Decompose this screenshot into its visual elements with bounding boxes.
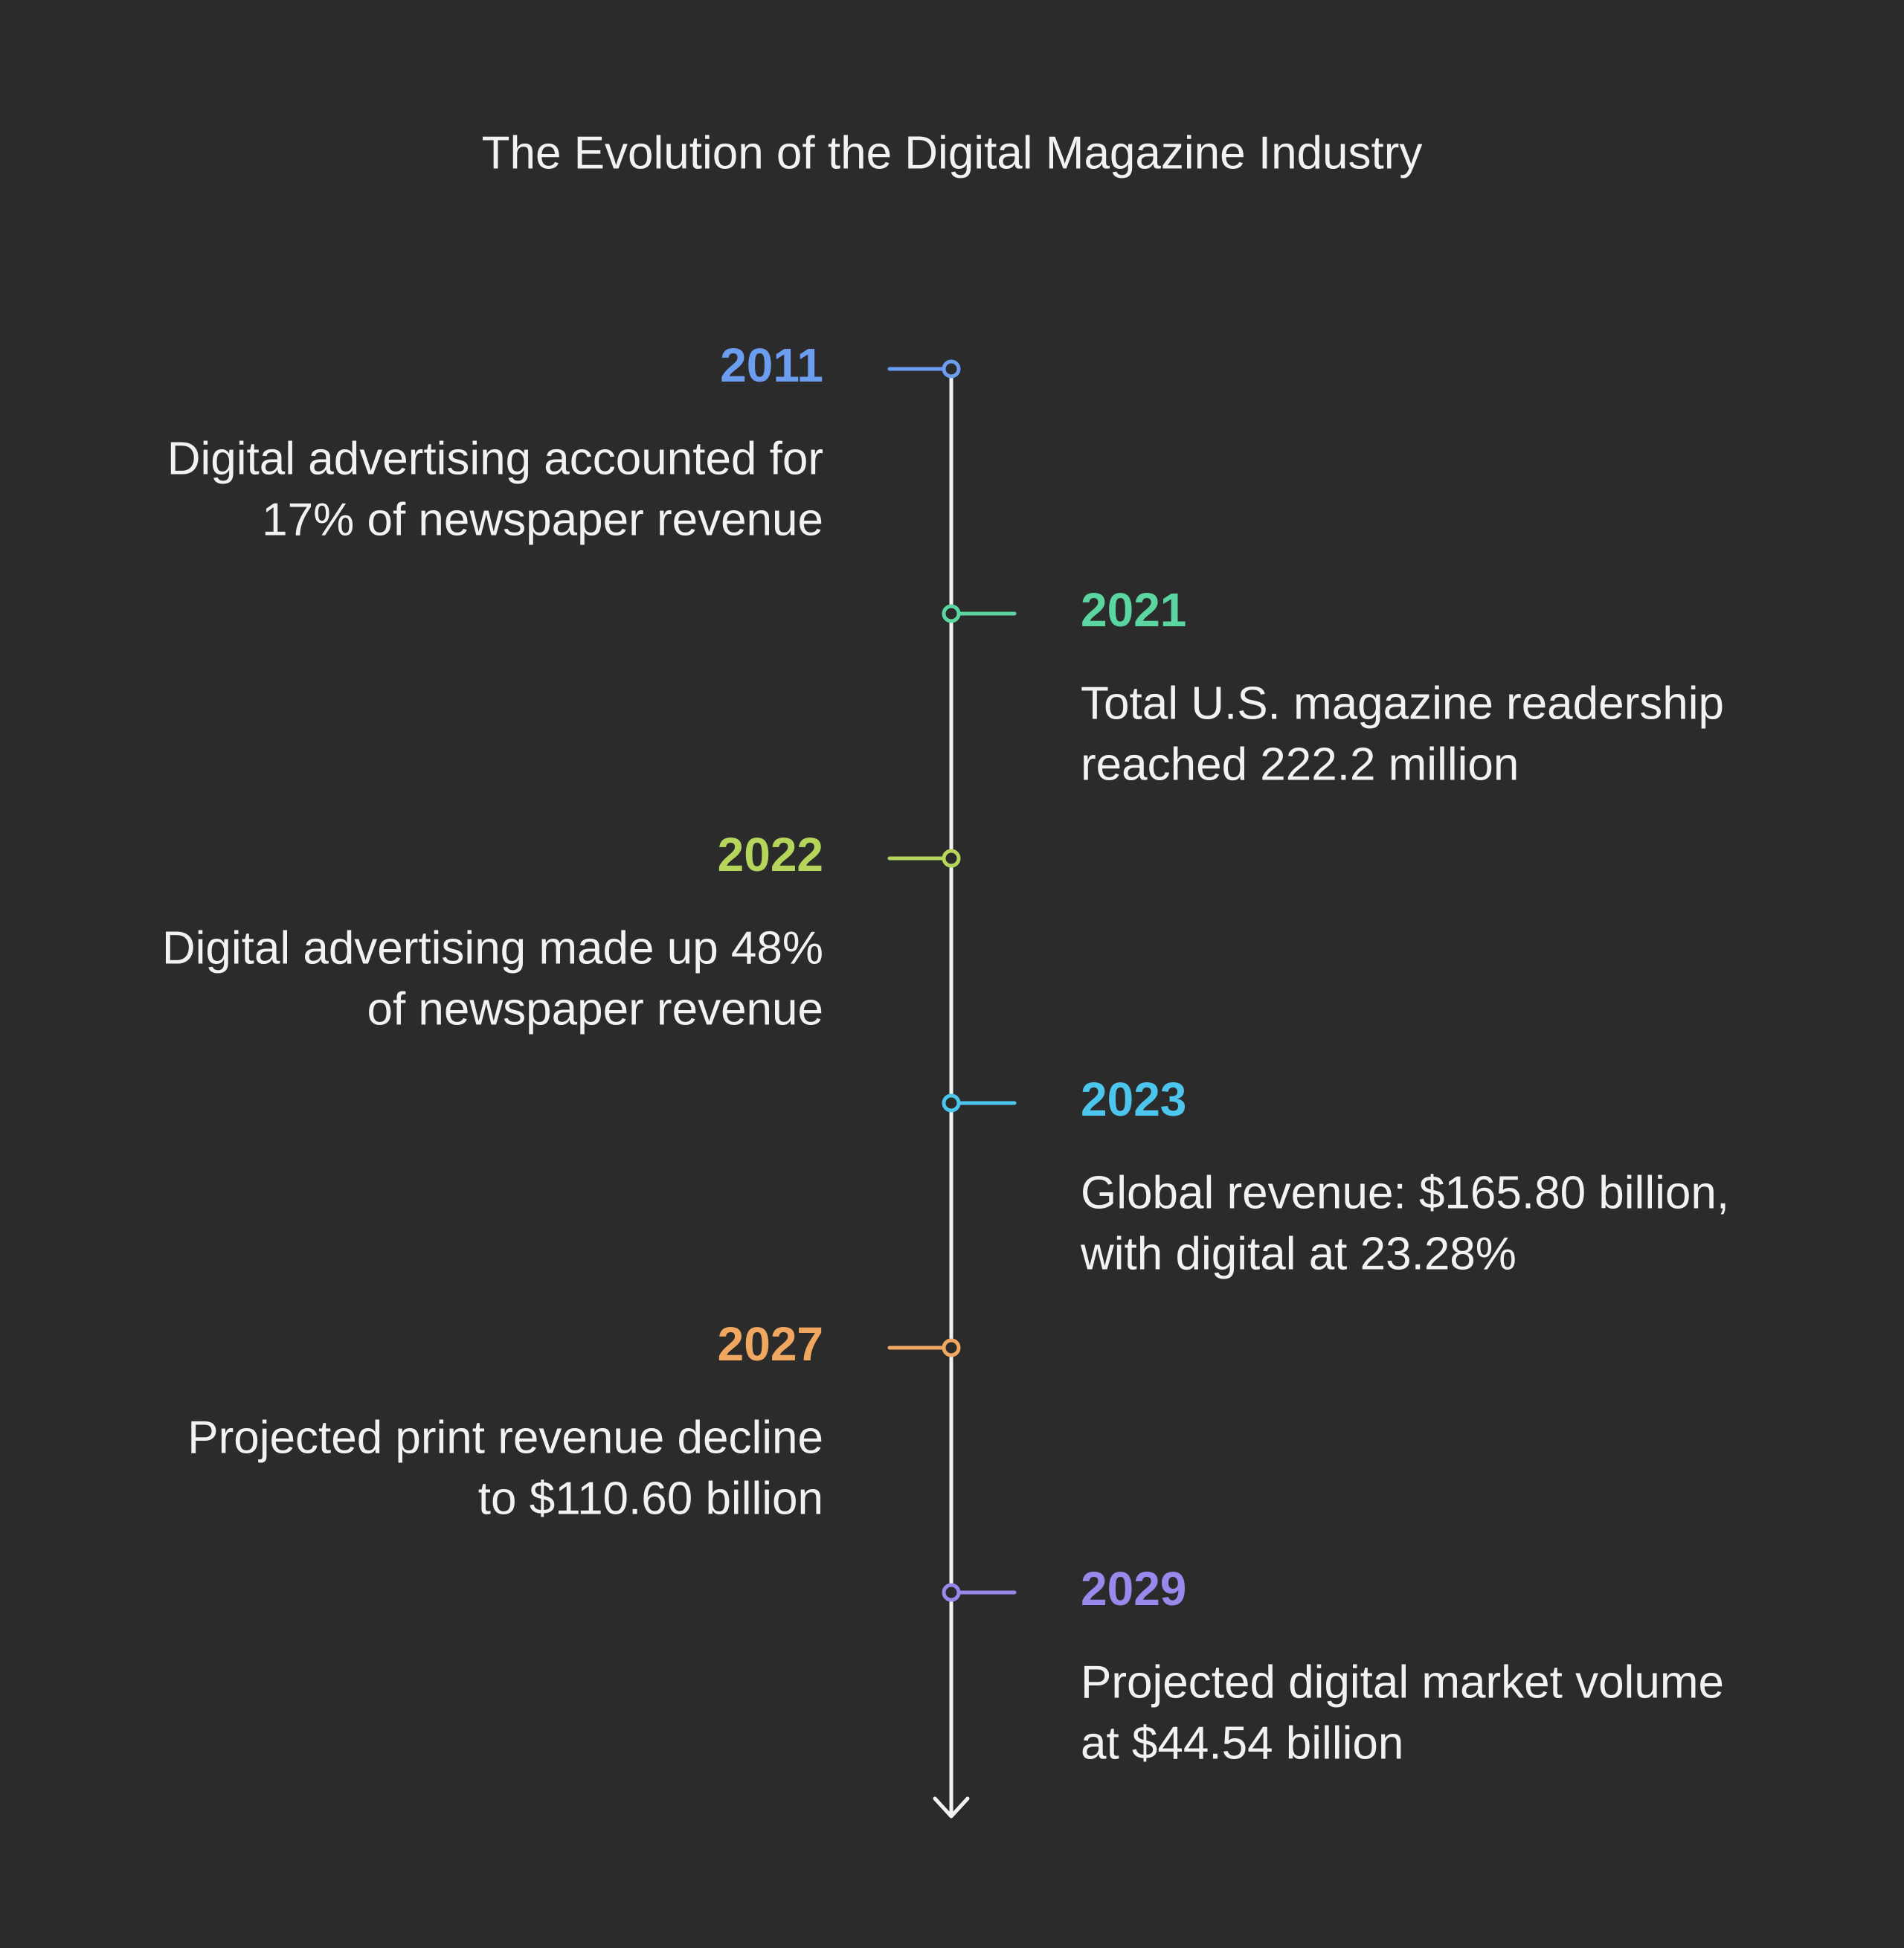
event-description: 17% of newspaper revenue <box>262 494 823 545</box>
event-description: Digital advertising made up 48% <box>162 922 823 974</box>
event-year: 2011 <box>720 338 823 392</box>
event-marker <box>942 359 961 379</box>
event-description: Projected digital market volume <box>1081 1656 1724 1708</box>
event-description: Projected print revenue decline <box>187 1412 823 1463</box>
timeline-arrow <box>933 1796 970 1819</box>
event-description: reached 222.2 million <box>1081 739 1519 790</box>
event-description: of newspaper revenue <box>367 983 823 1035</box>
event-marker <box>942 849 961 868</box>
event-description: Digital advertising accounted for <box>167 433 823 484</box>
event-year: 2023 <box>1081 1073 1186 1126</box>
event-description: at $44.54 billion <box>1081 1717 1403 1769</box>
event-description: Total U.S. magazine readership <box>1081 678 1724 729</box>
event-description: with digital at 23.28% <box>1080 1228 1517 1279</box>
event-marker <box>942 1093 961 1113</box>
event-marker <box>942 1338 961 1357</box>
event-marker <box>942 604 961 623</box>
event-year: 2027 <box>718 1317 823 1371</box>
event-year: 2029 <box>1081 1562 1186 1616</box>
event-marker <box>942 1583 961 1602</box>
event-year: 2021 <box>1081 583 1186 637</box>
event-description: Global revenue: $165.80 billion, <box>1081 1167 1729 1218</box>
title: The Evolution of the Digital Magazine In… <box>482 127 1423 179</box>
event-description: to $110.60 billion <box>478 1473 823 1524</box>
event-year: 2022 <box>718 828 823 881</box>
